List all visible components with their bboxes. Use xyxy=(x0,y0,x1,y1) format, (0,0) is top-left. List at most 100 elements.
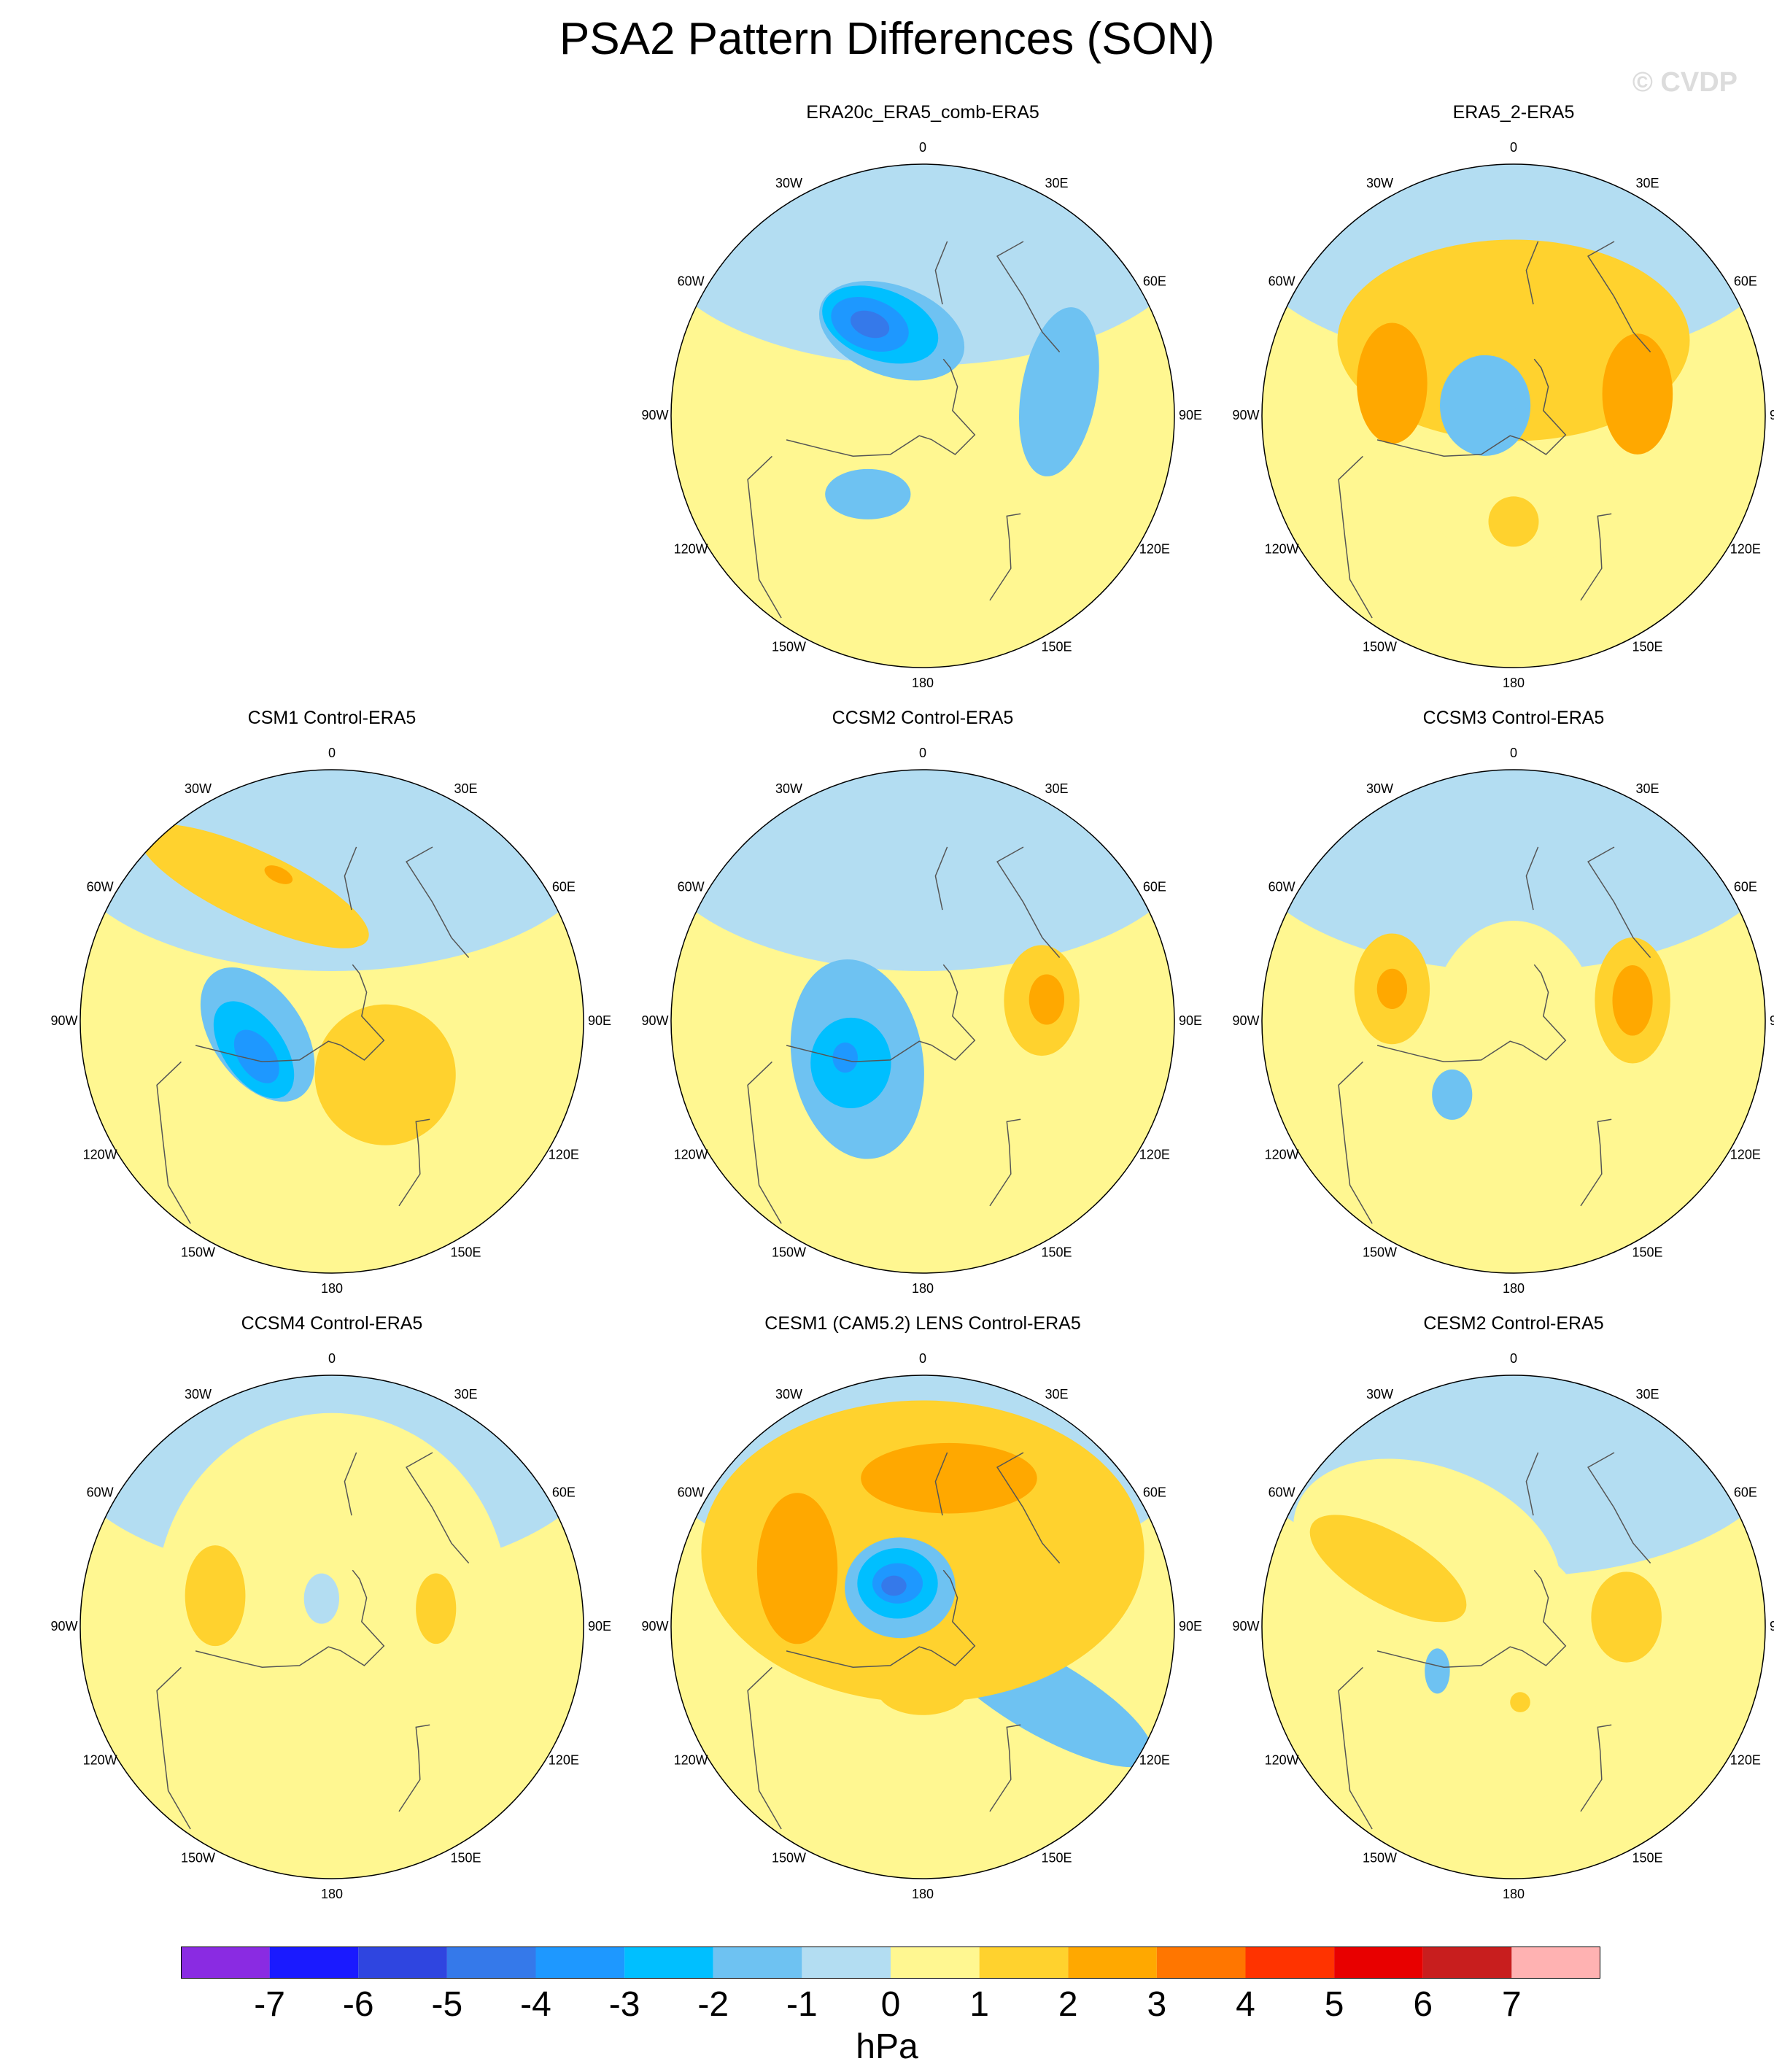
longitude-label: 90E xyxy=(1770,408,1774,422)
coastline xyxy=(786,964,976,1062)
colorbar-tick-label: 5 xyxy=(1324,1985,1344,2024)
map-boundary xyxy=(80,769,584,1274)
longitude-label: 60W xyxy=(87,1485,114,1499)
coastline xyxy=(406,846,470,958)
longitude-label: 60E xyxy=(1734,274,1757,288)
coastline xyxy=(398,1724,430,1812)
longitude-label: 30W xyxy=(775,176,802,190)
colorbar-swatch xyxy=(1068,1947,1157,1979)
main-title: PSA2 Pattern Differences (SON) xyxy=(559,14,1215,64)
colorbar-swatch xyxy=(713,1947,802,1979)
colorbar-swatch xyxy=(1511,1947,1600,1979)
field-region xyxy=(1425,1648,1450,1694)
panel-title: CCSM2 Control-ERA5 xyxy=(832,708,1014,728)
field-region xyxy=(139,824,369,948)
longitude-label: 60E xyxy=(552,1485,576,1499)
field-region xyxy=(303,1573,339,1624)
polar-map: 0 30E 60E 90E 120E 150E 180 150W 120W 90W 60W 30W xyxy=(641,140,1202,690)
panel-title: CSM1 Control-ERA5 xyxy=(247,708,417,728)
colorbar-tick-label: 6 xyxy=(1413,1985,1433,2024)
longitude-label: 120W xyxy=(83,1147,117,1161)
field-region xyxy=(1510,1692,1530,1712)
coastline xyxy=(398,1118,430,1207)
longitude-label: 90W xyxy=(50,1619,77,1634)
coastline xyxy=(1376,964,1567,1062)
longitude-label: 30W xyxy=(1366,1387,1393,1402)
coastline xyxy=(747,1666,782,1830)
panel-title: ERA5_2-ERA5 xyxy=(1452,102,1575,123)
polar-map: 0 30E 60E 90E 120E 150E 180 150W 120W 90W 60W 30W xyxy=(1232,746,1774,1296)
map-panel: CCSM3 Control-ERA5 0 30E 60E 90E 120E 150E 180 1… xyxy=(1222,708,1774,1306)
longitude-label: 120W xyxy=(83,1752,117,1767)
longitude-label: 90E xyxy=(1179,1013,1202,1028)
longitude-label: 120W xyxy=(674,541,708,556)
coastline xyxy=(1525,241,1539,305)
colorbar-tick-label: -7 xyxy=(254,1985,285,2024)
longitude-label: 90E xyxy=(1179,408,1202,422)
colorbar-outline xyxy=(181,1947,1600,1979)
longitude-label: 120E xyxy=(1139,1752,1170,1767)
longitude-label: 150E xyxy=(1041,1851,1072,1866)
colorbar-swatch xyxy=(891,1947,980,1979)
longitude-label: 150W xyxy=(772,640,806,654)
field-region xyxy=(233,1029,279,1083)
longitude-label: 30W xyxy=(1366,176,1393,190)
longitude-label: 60W xyxy=(1268,1485,1295,1499)
longitude-label: 60E xyxy=(552,879,576,894)
field-region xyxy=(1591,1572,1662,1663)
colorbar-swatch xyxy=(1156,1947,1246,1979)
map-panel: CESM2 Control-ERA5 0 30E 60E 90E 120E 150E 180 1… xyxy=(1222,1313,1774,1911)
field-region xyxy=(314,1004,456,1145)
panel-title: CESM2 Control-ERA5 xyxy=(1423,1313,1604,1334)
colorbar-tick-label: 7 xyxy=(1502,1985,1522,2024)
longitude-label: 150E xyxy=(1041,1245,1072,1260)
coastline xyxy=(1525,1452,1539,1516)
colorbar-tick-label: -3 xyxy=(608,1985,640,2024)
longitude-label: 120E xyxy=(549,1752,579,1767)
field-region xyxy=(1262,770,1765,971)
colorbar-swatch xyxy=(358,1947,447,1979)
colorbar-tick-label: -1 xyxy=(786,1985,818,2024)
longitude-label: 0 xyxy=(919,746,926,760)
field-region xyxy=(877,1664,969,1715)
longitude-label: 120E xyxy=(549,1147,579,1161)
field-region xyxy=(1376,968,1408,1009)
longitude-label: 150W xyxy=(181,1851,215,1866)
coastline xyxy=(934,1452,948,1516)
longitude-label: 30E xyxy=(1045,1387,1068,1402)
colorbar-tick-label: 0 xyxy=(880,1985,901,2024)
colorbar-tick-label: 2 xyxy=(1058,1985,1078,2024)
colorbar-swatch xyxy=(535,1947,625,1979)
field-region xyxy=(1602,333,1673,455)
colorbar-tick-label: 4 xyxy=(1236,1985,1255,2024)
longitude-label: 90E xyxy=(1770,1619,1774,1634)
field-region xyxy=(850,310,890,339)
longitude-label: 120W xyxy=(1265,1147,1299,1161)
longitude-label: 0 xyxy=(919,140,926,155)
coastline xyxy=(989,1724,1021,1812)
longitude-label: 180 xyxy=(321,1281,343,1296)
longitude-label: 120W xyxy=(674,1752,708,1767)
longitude-label: 0 xyxy=(1510,140,1517,155)
longitude-label: 90W xyxy=(641,1013,668,1028)
colorbar-swatch xyxy=(1245,1947,1335,1979)
longitude-label: 0 xyxy=(328,746,336,760)
map-panel: CESM1 (CAM5.2) LENS Control-ERA5 0 30E 60E 9… xyxy=(631,1313,1215,1911)
longitude-label: 30E xyxy=(454,781,477,796)
colorbar-tick-label: -2 xyxy=(697,1985,729,2024)
longitude-label: 30W xyxy=(185,1387,212,1402)
longitude-label: 120E xyxy=(1730,1147,1761,1161)
longitude-label: 30E xyxy=(1045,781,1068,796)
colorbar-swatch xyxy=(1334,1947,1423,1979)
coastline xyxy=(344,846,357,911)
coastline xyxy=(1525,846,1539,911)
map-boundary xyxy=(80,1375,584,1879)
longitude-label: 150E xyxy=(450,1245,481,1260)
longitude-label: 0 xyxy=(1510,1351,1517,1366)
longitude-label: 30E xyxy=(454,1387,477,1402)
longitude-label: 150E xyxy=(1632,640,1662,654)
coastline xyxy=(1580,1118,1612,1207)
map-boundary xyxy=(670,163,1175,668)
coastline xyxy=(996,241,1061,352)
map-boundary xyxy=(1261,1375,1766,1879)
